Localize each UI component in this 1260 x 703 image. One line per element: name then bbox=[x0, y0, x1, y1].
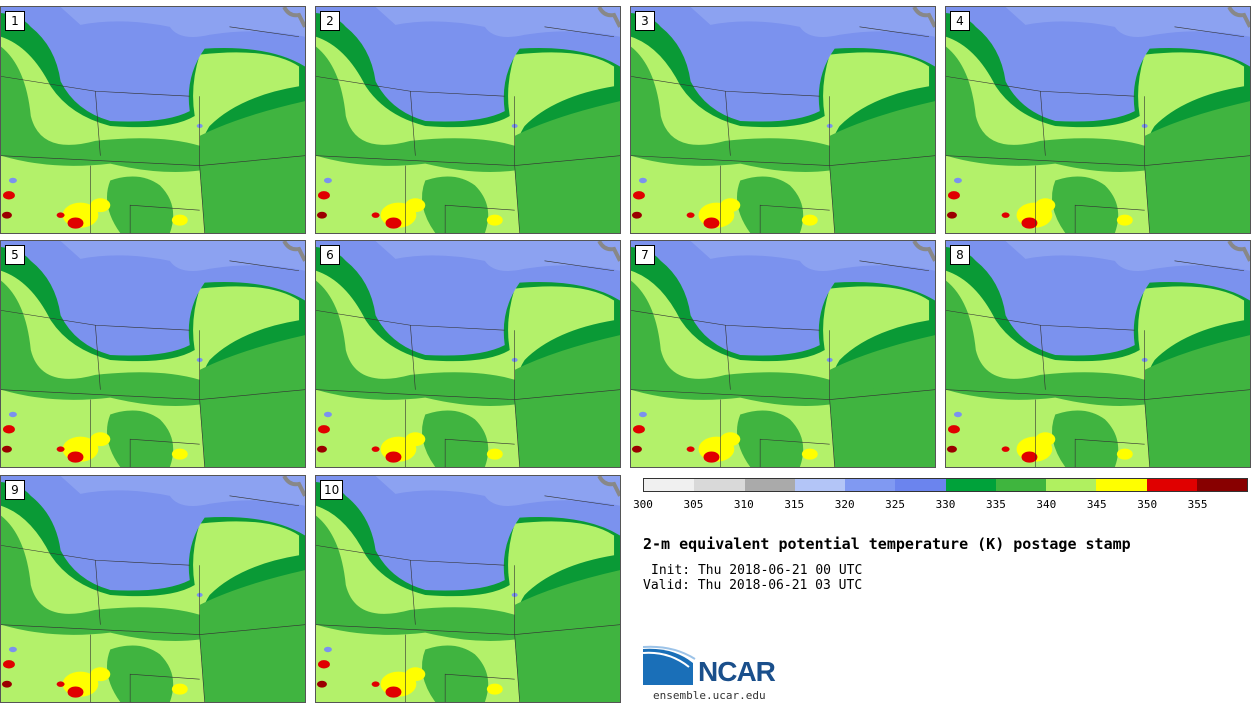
panel-label: 8 bbox=[950, 245, 970, 265]
map-panel: 5 bbox=[0, 240, 306, 468]
colorbar-bin bbox=[1196, 479, 1247, 491]
panel-label: 2 bbox=[320, 11, 340, 31]
colorbar-tick-label: 320 bbox=[834, 498, 855, 511]
colorbar-tick-label: 330 bbox=[935, 498, 956, 511]
map-panel: 2 bbox=[315, 6, 621, 234]
colorbar-bin bbox=[1096, 479, 1147, 491]
map-panel: 7 bbox=[630, 240, 936, 468]
panel-label: 3 bbox=[635, 11, 655, 31]
colorbar-tick-label: 350 bbox=[1137, 498, 1158, 511]
colorbar-bin bbox=[744, 479, 795, 491]
colorbar-tick-label: 345 bbox=[1086, 498, 1107, 511]
map-panel: 8 bbox=[945, 240, 1251, 468]
panel-label: 4 bbox=[950, 11, 970, 31]
colorbar-bin bbox=[644, 479, 695, 491]
colorbar-bin bbox=[945, 479, 996, 491]
colorbar bbox=[643, 478, 1248, 492]
map-panel: 10 bbox=[315, 475, 621, 703]
logo-text: NCAR bbox=[698, 656, 776, 687]
colorbar-tick-label: 335 bbox=[985, 498, 1006, 511]
panel-label: 5 bbox=[5, 245, 25, 265]
panel-label: 9 bbox=[5, 480, 25, 500]
figure-title: 2-m equivalent potential temperature (K)… bbox=[643, 535, 1131, 553]
colorbar-ticks: 300 305 310 315 320 325 330 335 340 345 350 355 bbox=[633, 498, 1248, 512]
colorbar-bin bbox=[895, 479, 946, 491]
colorbar-bin bbox=[995, 479, 1046, 491]
ncar-logo-icon bbox=[643, 645, 696, 685]
map-panel: 3 bbox=[630, 6, 936, 234]
colorbar-tick-label: 310 bbox=[733, 498, 754, 511]
colorbar-tick-label: 325 bbox=[885, 498, 906, 511]
map-panel: 6 bbox=[315, 240, 621, 468]
colorbar-bin bbox=[794, 479, 845, 491]
colorbar-bin bbox=[694, 479, 745, 491]
colorbar-tick-label: 305 bbox=[683, 498, 704, 511]
valid-time: Valid: Thu 2018-06-21 03 UTC bbox=[643, 578, 863, 593]
map-panel: 9 bbox=[0, 475, 306, 703]
map-panel: 4 bbox=[945, 6, 1251, 234]
colorbar-bin bbox=[845, 479, 896, 491]
panel-label: 1 bbox=[5, 11, 25, 31]
init-time: Init: Thu 2018-06-21 00 UTC bbox=[651, 563, 863, 578]
colorbar-tick-label: 340 bbox=[1036, 498, 1057, 511]
panel-label: 7 bbox=[635, 245, 655, 265]
map-panel: 1 bbox=[0, 6, 306, 234]
colorbar-bin bbox=[1046, 479, 1097, 491]
colorbar-tick-label: 355 bbox=[1187, 498, 1208, 511]
colorbar-tick-label: 315 bbox=[784, 498, 805, 511]
panel-label: 10 bbox=[320, 480, 344, 500]
panel-label: 6 bbox=[320, 245, 340, 265]
colorbar-bin bbox=[1146, 479, 1197, 491]
colorbar-tick-label: 300 bbox=[633, 498, 653, 511]
site-url: ensemble.ucar.edu bbox=[653, 689, 766, 702]
